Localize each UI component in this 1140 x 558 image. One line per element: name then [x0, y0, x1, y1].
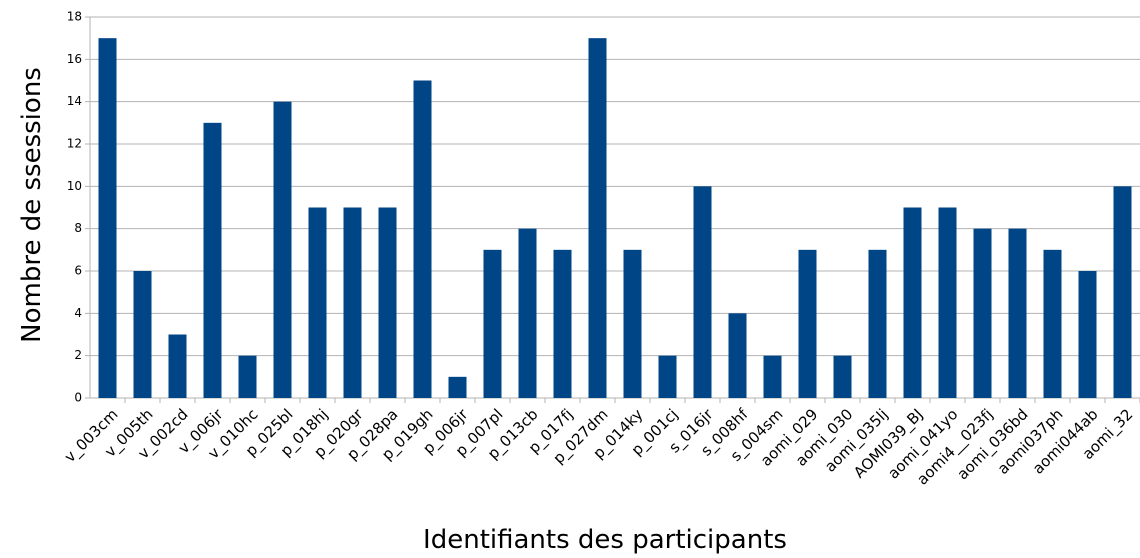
bar — [1078, 271, 1097, 398]
bar — [1043, 249, 1062, 398]
bar — [588, 38, 607, 399]
bar — [168, 334, 187, 398]
bar — [623, 249, 642, 398]
y-tick-label: 2 — [74, 348, 82, 362]
bar — [938, 207, 957, 398]
x-axis-title: Identifiants des participants — [423, 525, 787, 555]
bar — [483, 249, 502, 398]
bar — [343, 207, 362, 398]
y-tick-label: 16 — [67, 52, 82, 66]
bar — [518, 228, 537, 398]
y-tick-label: 4 — [74, 306, 82, 320]
bar — [273, 101, 292, 399]
y-tick-label: 18 — [67, 10, 82, 24]
bar — [1113, 186, 1132, 398]
bar — [98, 38, 117, 399]
bar — [763, 355, 782, 398]
y-tick-label: 12 — [67, 137, 82, 151]
bar — [658, 355, 677, 398]
y-tick-label: 14 — [67, 94, 82, 108]
bar — [413, 80, 432, 398]
bar — [693, 186, 712, 398]
y-tick-label: 10 — [67, 179, 82, 193]
bar — [728, 313, 747, 398]
y-tick-label: 6 — [74, 264, 82, 278]
bar — [833, 355, 852, 398]
bar — [308, 207, 327, 398]
bar — [553, 249, 572, 398]
bar — [1008, 228, 1027, 398]
bar — [203, 122, 222, 398]
bar — [973, 228, 992, 398]
bar — [238, 355, 257, 398]
bar — [378, 207, 397, 398]
y-tick-label: 0 — [74, 391, 82, 405]
bar — [798, 249, 817, 398]
y-axis-title: Nombre de ssessions — [17, 67, 47, 343]
bar — [133, 271, 152, 398]
y-tick-label: 8 — [74, 221, 82, 235]
bar — [448, 376, 467, 398]
bar — [903, 207, 922, 398]
bar — [868, 249, 887, 398]
